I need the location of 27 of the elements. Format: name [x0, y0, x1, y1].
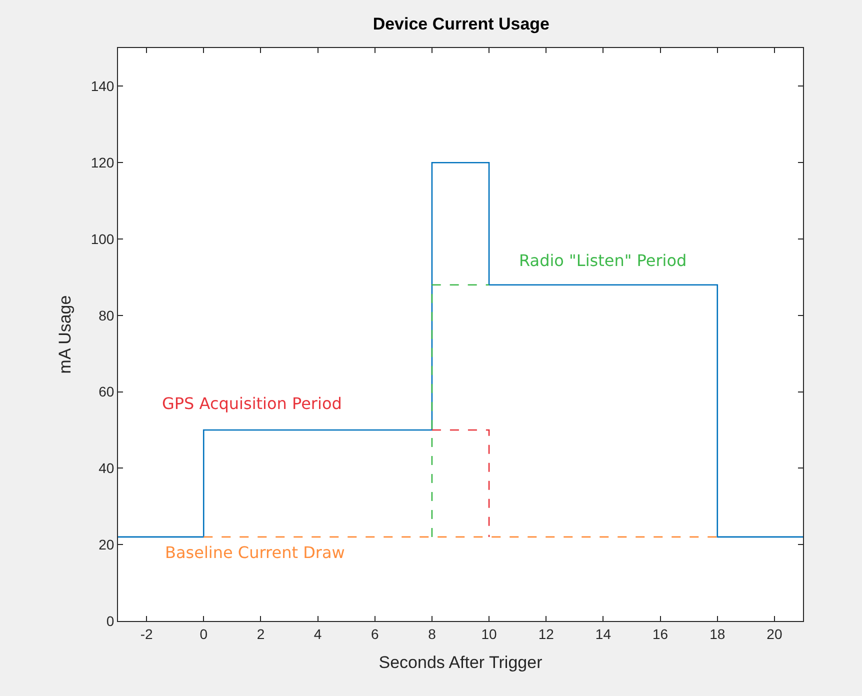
y-tick-label: 0	[106, 612, 114, 629]
x-tick-label: 20	[766, 626, 782, 642]
y-tick-label: 120	[90, 154, 114, 170]
x-tick-label: 6	[370, 626, 379, 642]
x-tick-label: 16	[652, 626, 668, 642]
x-tick-label: 12	[538, 626, 554, 642]
x-tick-label: 2	[256, 626, 265, 642]
chart-title: Device Current Usage	[372, 14, 550, 34]
y-tick-label: 60	[98, 384, 114, 400]
x-tick-label: 8	[428, 626, 436, 642]
annotation: Radio "Listen" Period	[519, 251, 687, 270]
line-series	[118, 162, 803, 538]
annotation: GPS Acquisition Period	[162, 394, 342, 413]
y-axis-title: mA Usage	[55, 295, 74, 374]
y-tick-label: 20	[98, 536, 114, 552]
y-tick-label: 80	[98, 307, 114, 324]
x-tick-label: 18	[710, 626, 726, 642]
x-tick-label: 4	[314, 626, 322, 642]
y-tick-label: 40	[98, 460, 114, 476]
x-tick-label: 10	[481, 626, 498, 642]
y-tick-label: 140	[90, 78, 114, 94]
x-tick-label: 0	[200, 626, 208, 642]
x-tick-label: 14	[595, 626, 612, 642]
x-tick-label: -2	[140, 626, 153, 642]
y-tick-label: 100	[90, 230, 114, 247]
annotation: Baseline Current Draw	[165, 543, 345, 562]
x-axis-title: Seconds After Trigger	[378, 653, 543, 672]
